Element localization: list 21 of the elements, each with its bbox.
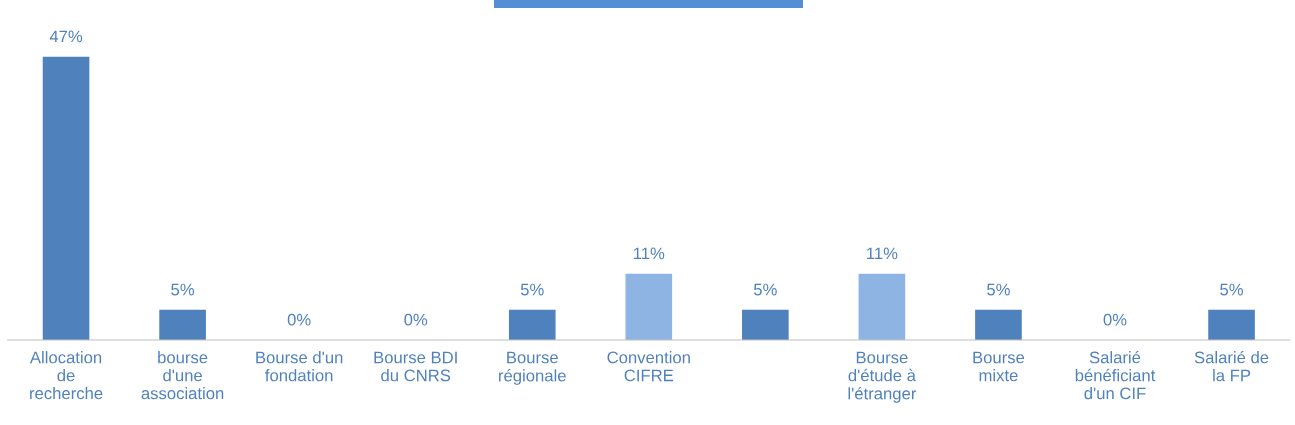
data-label: 5% [987,283,1010,296]
x-tick-label: Convention CIFRE [607,351,690,382]
data-label: 5% [520,283,544,296]
x-tick-label: Bourse BDI du CNRS [374,351,457,382]
x-tick-label: Bourse d'étude à l'étranger [848,351,917,403]
data-label: 0% [1103,313,1127,326]
data-label: 5% [171,283,195,296]
x-tick-label: Salarié de la FP [1194,350,1269,382]
data-label: 11% [867,247,898,260]
x-tick-label: Allocation de recherche [29,351,103,400]
data-label: 0% [404,313,428,326]
x-tick-label: Salarié bénéficiant d'un CIF [1075,350,1156,400]
data-label: 0% [287,313,311,326]
data-label: 11% [634,247,665,260]
x-tick-label: Bourse d'un fondation [256,351,343,382]
data-label: 47% [49,30,83,43]
data-label: 5% [1220,283,1243,296]
x-tick-label: Bourse régionale [499,351,566,385]
x-tick-label: Bourse mixte [973,351,1025,382]
data-label: 5% [753,283,777,296]
x-tick-label: bourse d'une association [141,351,224,400]
